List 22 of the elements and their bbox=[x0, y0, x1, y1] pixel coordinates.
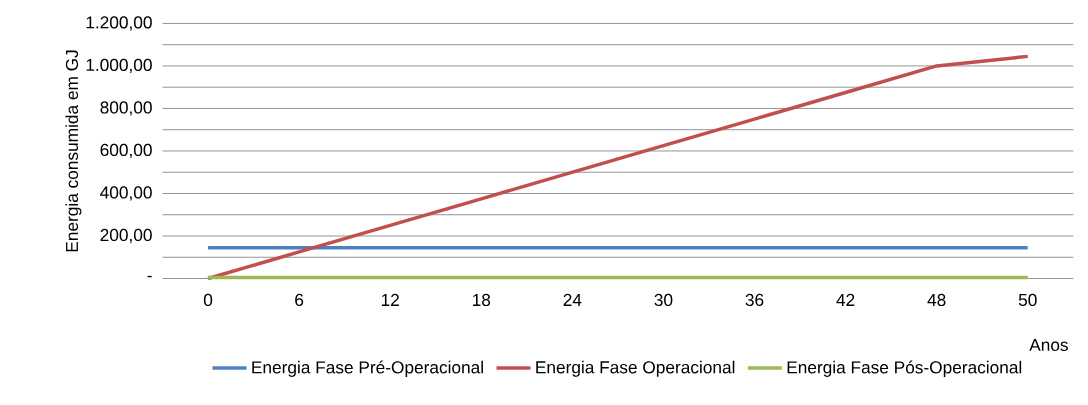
legend-label: Energia Fase Pré-Operacional bbox=[252, 360, 483, 377]
x-tick-label: 50 bbox=[1018, 293, 1037, 306]
y-tick-label: 800,00 bbox=[100, 101, 152, 116]
x-tick-label: 6 bbox=[295, 293, 304, 306]
y-tick-label: 1.200,00 bbox=[86, 16, 152, 31]
x-tick-label: 24 bbox=[563, 293, 582, 306]
legend-label: Energia Fase Operacional bbox=[536, 360, 735, 377]
x-tick-label: 30 bbox=[654, 293, 673, 306]
y-axis-title: Energia consumida em GJ bbox=[65, 50, 82, 252]
x-tick-label: 36 bbox=[745, 293, 764, 306]
x-tick-label: 18 bbox=[472, 293, 491, 306]
x-tick-label: 12 bbox=[381, 293, 399, 306]
x-tick-label: 42 bbox=[836, 293, 855, 306]
y-tick-label: 1.000,00 bbox=[86, 58, 152, 74]
legend-label: Energia Fase Pós-Operacional bbox=[787, 360, 1022, 377]
y-tick-label: 200,00 bbox=[100, 228, 152, 244]
y-tick-label: 400,00 bbox=[100, 186, 152, 201]
y-tick-label: 600,00 bbox=[100, 143, 152, 159]
x-tick-label: 48 bbox=[927, 293, 946, 306]
x-tick-label: 0 bbox=[203, 293, 213, 306]
y-tick-label: - bbox=[147, 275, 152, 278]
x-axis-title: Anos bbox=[1029, 338, 1068, 351]
